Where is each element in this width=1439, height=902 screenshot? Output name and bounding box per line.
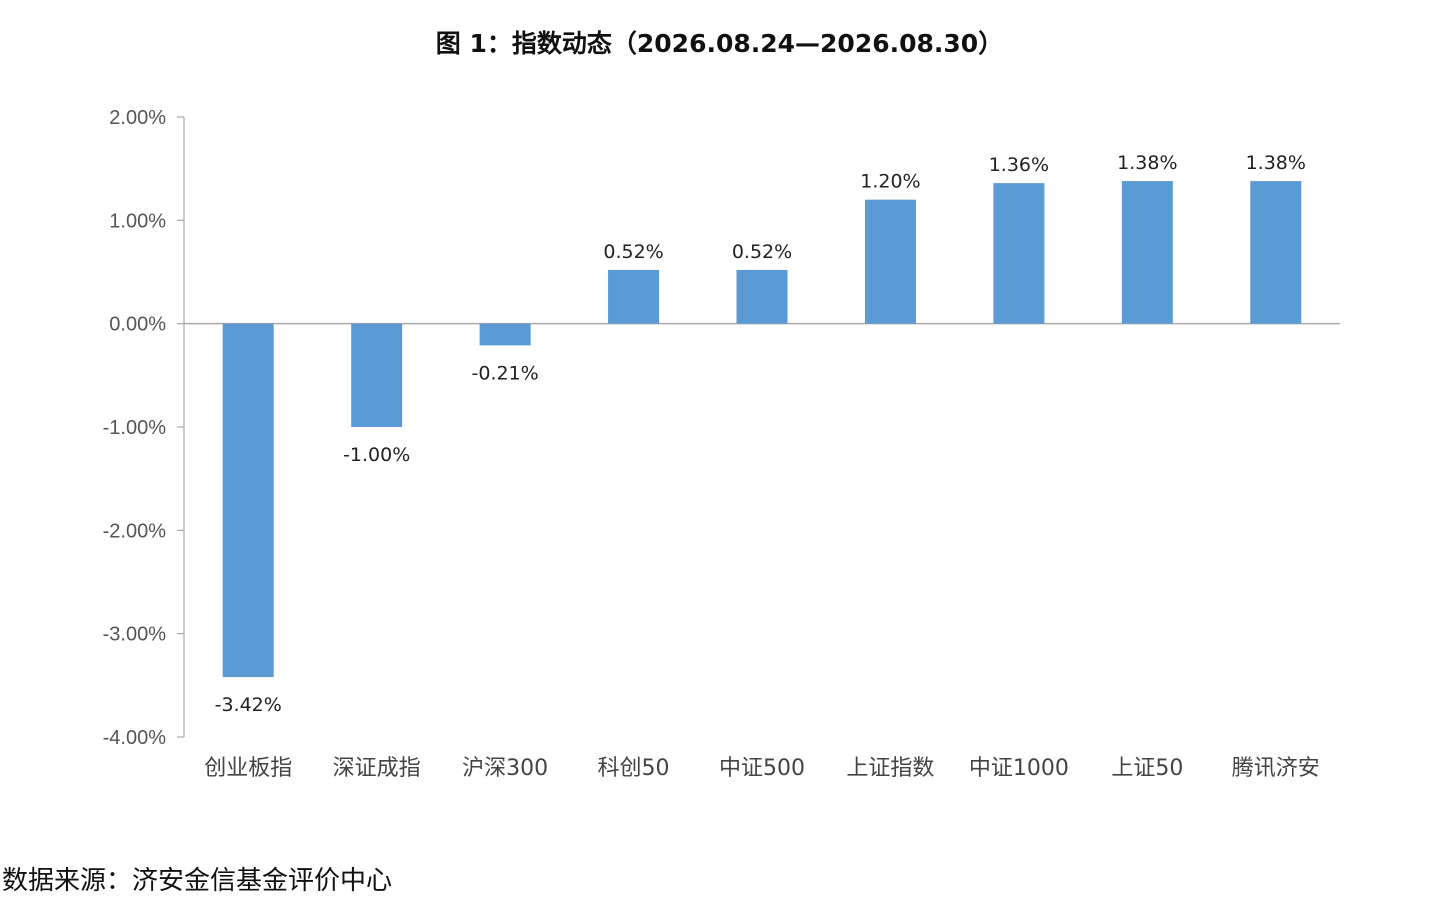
category-label-3: 科创50	[598, 756, 670, 781]
chart-title: 图 1：指数动态（2026.08.24—2026.08.30）	[435, 29, 1004, 58]
category-label-1: 深证成指	[333, 756, 421, 781]
category-label-7: 上证50	[1111, 756, 1183, 781]
bar-2	[479, 323, 531, 346]
y-tick-label: -4.00%	[103, 727, 167, 749]
category-label-4: 中证500	[719, 756, 805, 781]
source-note: 数据来源：济安金信基金评价中心	[2, 866, 393, 896]
bar-4	[736, 269, 788, 324]
data-label-6: 1.36%	[989, 154, 1049, 176]
data-label-2: -0.21%	[472, 362, 539, 384]
bar-1	[351, 323, 403, 427]
bar-8	[1250, 181, 1302, 324]
bar-6	[993, 183, 1045, 324]
data-label-3: 0.52%	[603, 241, 663, 263]
y-tick-label: -2.00%	[103, 520, 167, 542]
y-tick-label: -3.00%	[103, 624, 167, 646]
category-label-0: 创业板指	[204, 756, 292, 781]
labels-layer: 2.00% 1.00% 0.00% -1.00% -2.00% -3.00% -4.00% -…	[103, 107, 1320, 781]
y-tick-label: 2.00%	[109, 107, 166, 129]
data-label-0: -3.42%	[215, 694, 282, 716]
data-label-4: 0.52%	[732, 241, 792, 263]
y-tick-label: 1.00%	[109, 210, 166, 232]
bar-3	[608, 269, 660, 324]
y-tick-label: 0.00%	[109, 314, 166, 336]
data-label-5: 1.20%	[860, 171, 920, 193]
category-label-8: 腾讯济安	[1232, 756, 1320, 781]
bars-layer	[222, 181, 1302, 678]
data-label-7: 1.38%	[1117, 152, 1177, 174]
category-label-6: 中证1000	[969, 756, 1069, 781]
y-tick-label: -1.00%	[103, 417, 167, 439]
bar-5	[864, 199, 916, 324]
category-label-5: 上证指数	[846, 756, 934, 781]
bar-chart: 2.00% 1.00% 0.00% -1.00% -2.00% -3.00% -4.00% -…	[103, 107, 1340, 781]
data-label-8: 1.38%	[1246, 152, 1306, 174]
bar-0	[222, 323, 274, 678]
category-label-2: 沪深300	[462, 756, 548, 781]
bar-7	[1121, 181, 1173, 324]
data-label-1: -1.00%	[343, 444, 410, 466]
